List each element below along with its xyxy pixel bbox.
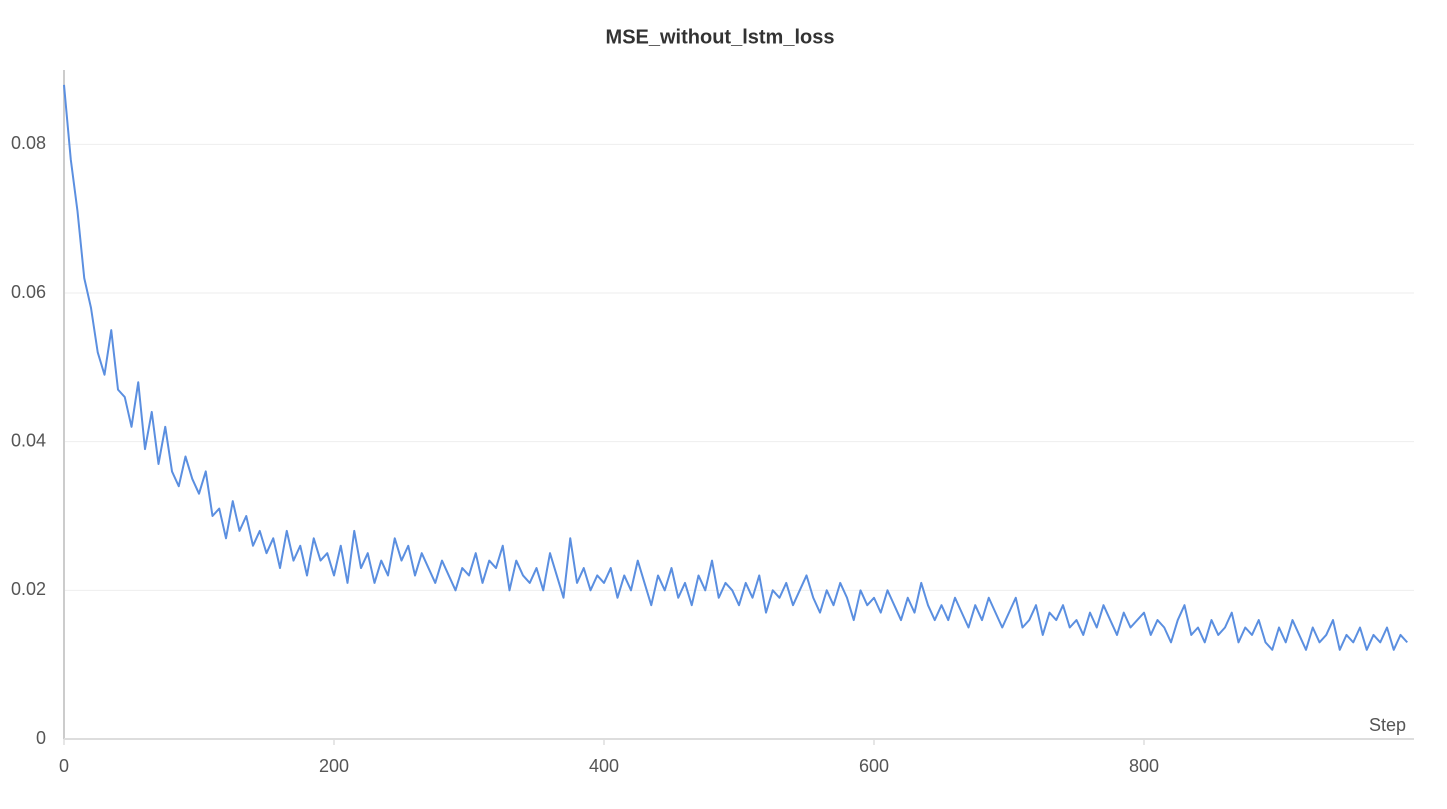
data-line — [63, 84, 1408, 651]
x-tick-label: 200 — [319, 756, 349, 776]
x-tick-label: 600 — [859, 756, 889, 776]
y-tick-label: 0.08 — [11, 133, 46, 153]
x-tick-label: 800 — [1129, 756, 1159, 776]
y-tick-label: 0.04 — [11, 430, 46, 450]
x-tick-label: 0 — [59, 756, 69, 776]
y-tick-label: 0.02 — [11, 579, 46, 599]
y-tick-label: 0 — [36, 728, 46, 748]
chart-title: MSE_without_lstm_loss — [606, 26, 835, 48]
x-axis-label: Step — [1369, 715, 1406, 735]
x-tick-label: 400 — [589, 756, 619, 776]
y-tick-label: 0.06 — [11, 282, 46, 302]
